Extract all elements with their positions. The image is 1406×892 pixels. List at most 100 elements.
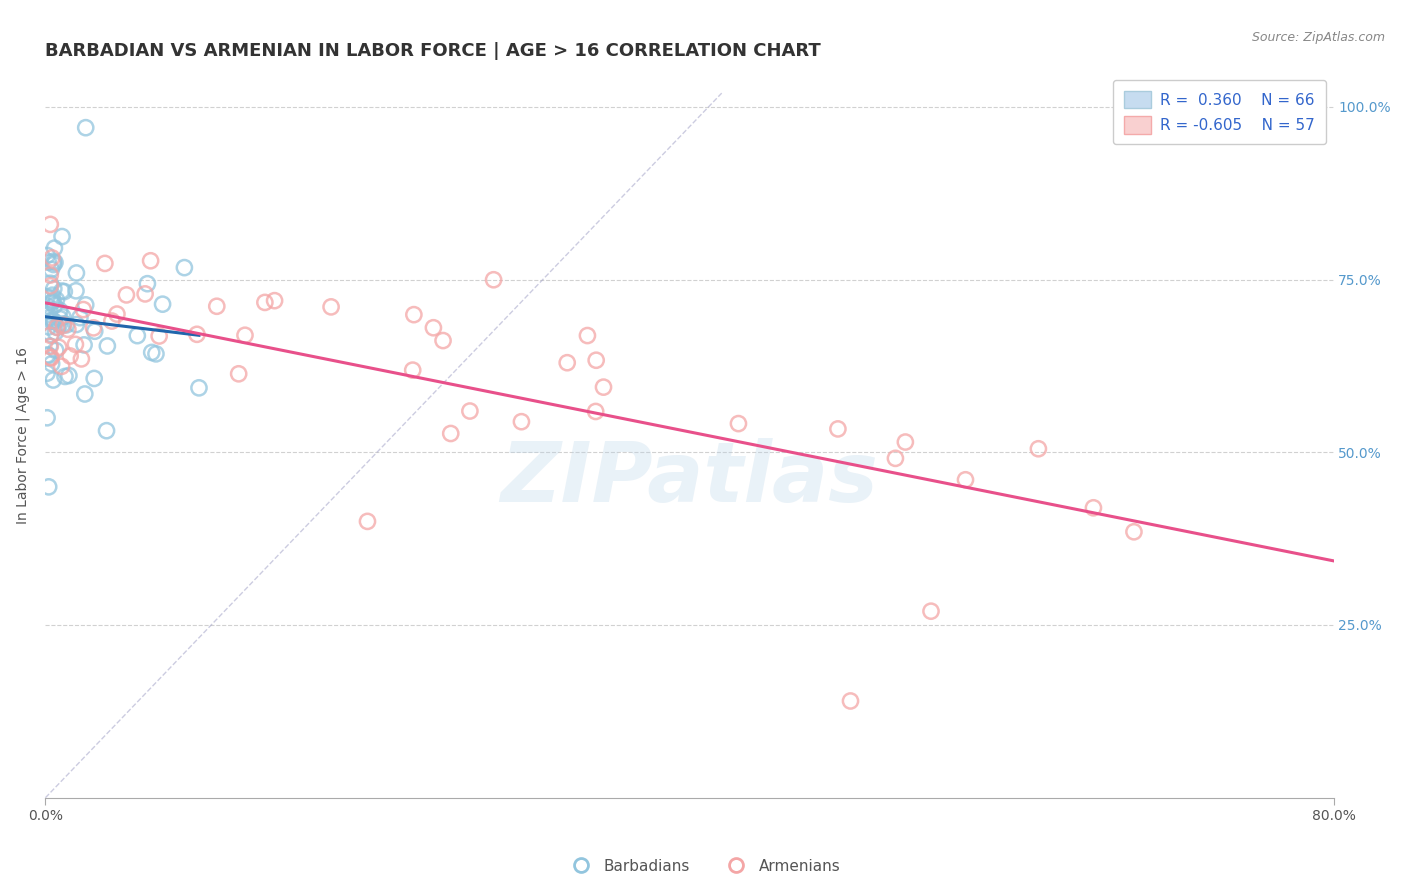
Point	[510, 415, 533, 429]
Legend: R =  0.360    N = 66, R = -0.605    N = 57: R = 0.360 N = 66, R = -0.605 N = 57	[1114, 80, 1326, 145]
Point	[42, 282, 65, 296]
Point	[73, 387, 96, 401]
Point	[37, 308, 59, 322]
Point	[41, 262, 63, 277]
Legend: Barbadians, Armenians: Barbadians, Armenians	[560, 853, 846, 880]
Point	[41, 357, 63, 371]
Point	[41, 295, 63, 310]
Point	[39, 351, 62, 365]
Point	[65, 318, 87, 332]
Point	[83, 324, 105, 338]
Point	[45, 343, 67, 358]
Point	[894, 435, 917, 450]
Point	[38, 339, 60, 353]
Point	[56, 322, 79, 336]
Point	[45, 320, 67, 334]
Point	[37, 255, 59, 269]
Point	[38, 348, 60, 362]
Point	[48, 303, 70, 318]
Point	[39, 328, 62, 343]
Point	[35, 366, 58, 380]
Point	[920, 604, 942, 618]
Point	[35, 410, 58, 425]
Point	[41, 314, 63, 328]
Point	[75, 298, 97, 312]
Point	[839, 694, 862, 708]
Point	[44, 298, 66, 312]
Point	[35, 299, 58, 313]
Point	[48, 318, 70, 332]
Point	[69, 310, 91, 325]
Point	[38, 480, 60, 494]
Point	[186, 327, 208, 342]
Point	[105, 307, 128, 321]
Point	[44, 314, 66, 328]
Point	[319, 300, 342, 314]
Point	[42, 254, 65, 268]
Point	[94, 256, 117, 270]
Point	[35, 248, 58, 262]
Point	[73, 338, 96, 352]
Point	[139, 253, 162, 268]
Text: ZIPatlas: ZIPatlas	[501, 438, 879, 519]
Point	[136, 277, 159, 291]
Point	[482, 273, 505, 287]
Point	[38, 319, 60, 334]
Point	[52, 317, 75, 331]
Point	[458, 404, 481, 418]
Point	[356, 515, 378, 529]
Point	[555, 356, 578, 370]
Point	[134, 286, 156, 301]
Point	[228, 367, 250, 381]
Point	[44, 241, 66, 255]
Point	[39, 339, 62, 353]
Text: Source: ZipAtlas.com: Source: ZipAtlas.com	[1251, 31, 1385, 45]
Point	[42, 293, 65, 308]
Point	[263, 293, 285, 308]
Point	[51, 359, 73, 374]
Point	[39, 268, 62, 282]
Point	[55, 318, 77, 332]
Point	[1083, 500, 1105, 515]
Point	[58, 368, 80, 383]
Text: BARBADIAN VS ARMENIAN IN LABOR FORCE | AGE > 16 CORRELATION CHART: BARBADIAN VS ARMENIAN IN LABOR FORCE | A…	[45, 42, 821, 60]
Point	[402, 363, 425, 377]
Point	[46, 320, 69, 334]
Point	[65, 266, 87, 280]
Point	[49, 311, 72, 326]
Point	[96, 339, 118, 353]
Point	[440, 426, 463, 441]
Point	[39, 351, 62, 365]
Point	[173, 260, 195, 275]
Point	[402, 308, 425, 322]
Point	[83, 371, 105, 385]
Point	[101, 314, 124, 328]
Point	[42, 314, 65, 328]
Point	[42, 258, 65, 272]
Point	[41, 251, 63, 265]
Point	[52, 318, 75, 333]
Point	[39, 327, 62, 342]
Point	[42, 373, 65, 387]
Point	[152, 297, 174, 311]
Point	[233, 328, 256, 343]
Point	[141, 345, 163, 359]
Point	[148, 329, 170, 343]
Point	[188, 381, 211, 395]
Point	[1123, 524, 1146, 539]
Point	[39, 218, 62, 232]
Y-axis label: In Labor Force | Age > 16: In Labor Force | Age > 16	[15, 347, 30, 524]
Point	[127, 328, 149, 343]
Point	[827, 422, 849, 436]
Point	[44, 326, 66, 340]
Point	[41, 288, 63, 302]
Point	[52, 310, 75, 324]
Point	[70, 351, 93, 366]
Point	[576, 328, 599, 343]
Point	[48, 340, 70, 354]
Point	[45, 293, 67, 307]
Point	[59, 349, 82, 363]
Point	[253, 295, 276, 310]
Point	[592, 380, 614, 394]
Point	[422, 320, 444, 334]
